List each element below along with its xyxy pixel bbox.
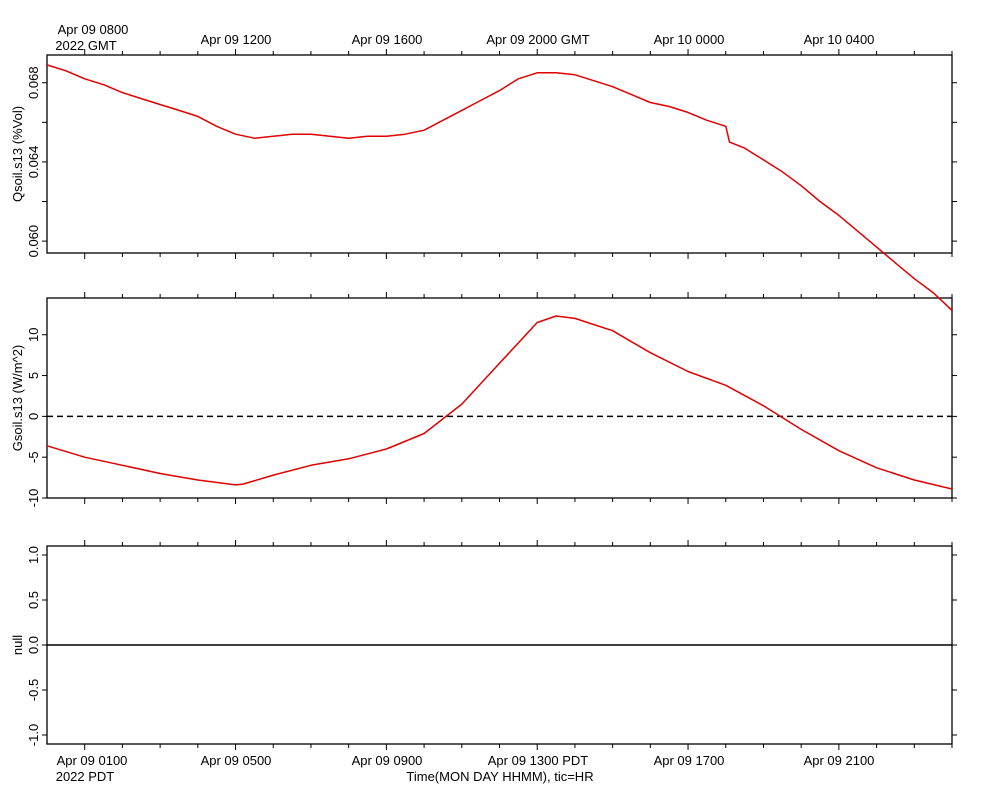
panel-2-ytick-label: 10 (26, 328, 41, 342)
panel-3-ytick-label: -0.5 (26, 679, 41, 701)
bottom-axis-first-label-line2: 2022 PDT (56, 769, 115, 784)
panel-3-ylabel: null (10, 635, 25, 655)
panel-2-ytick-label: -10 (26, 489, 41, 508)
panel-3-ytick-label: 0.0 (26, 636, 41, 654)
bottom-axis-label: Apr 09 2100 (804, 753, 875, 768)
bottom-axis-label: Apr 09 1300 PDT (488, 753, 589, 768)
top-axis-first-label-line2: 2022 GMT (55, 38, 116, 53)
bottom-axis-first-label-line1: Apr 09 0100 (57, 753, 128, 768)
top-axis-label: Apr 10 0000 (654, 32, 725, 47)
tick-marks (42, 49, 957, 750)
series-line (46, 315, 953, 490)
panel-2-ytick-label: -5 (26, 451, 41, 463)
panel-2-ytick-label: 5 (26, 372, 41, 379)
series-lines (46, 64, 953, 646)
panel-1-ylabel: Qsoil.s13 (%Vol) (10, 106, 25, 202)
panel-1-frame (46, 54, 953, 254)
panel-1-ytick-label: 0.060 (26, 225, 41, 258)
bottom-axis-label: Apr 09 0900 (352, 753, 423, 768)
top-axis-first-label-line1: Apr 09 0800 (58, 22, 129, 37)
panel-3-ytick-label: -1.0 (26, 724, 41, 746)
panel-1-ytick-label: 0.068 (26, 66, 41, 99)
x-axis-label: Time(MON DAY HHMM), tic=HR (406, 769, 593, 784)
top-axis-label: Apr 10 0400 (804, 32, 875, 47)
panel-2-frame (46, 297, 953, 499)
bottom-axis-label: Apr 09 1700 (654, 753, 725, 768)
top-axis-label: Apr 09 1600 (352, 32, 423, 47)
bottom-axis-label: Apr 09 0500 (201, 753, 272, 768)
panel-2-ylabel: Gsoil.s13 (W/m^2) (10, 345, 25, 452)
panel-2-ytick-label: 0 (26, 413, 41, 420)
panel-3-ytick-label: 1.0 (26, 546, 41, 564)
series-line (46, 64, 953, 311)
panel-1-ytick-label: 0.064 (26, 146, 41, 179)
panel-3-ytick-label: 0.5 (26, 591, 41, 609)
top-axis-label: Apr 09 2000 GMT (486, 32, 589, 47)
top-axis-label: Apr 09 1200 (201, 32, 272, 47)
